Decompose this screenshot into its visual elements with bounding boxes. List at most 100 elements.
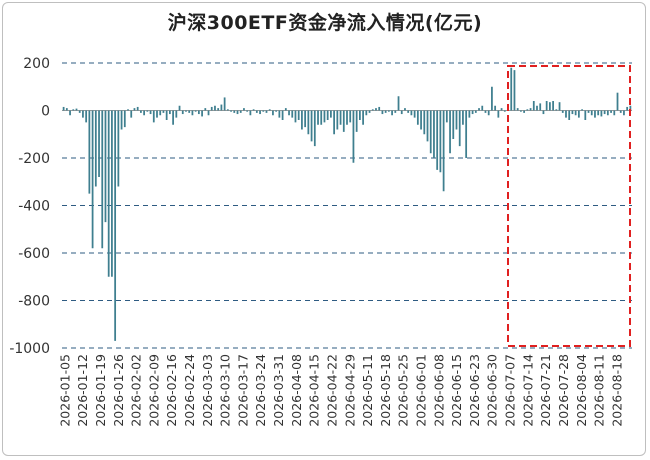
bar	[117, 110, 120, 187]
bar	[243, 108, 245, 111]
bar	[262, 110, 265, 112]
bar	[284, 108, 287, 111]
bar	[204, 108, 207, 111]
bar	[339, 110, 342, 125]
x-tick-label: 2026-07-28	[556, 354, 571, 427]
bar	[603, 110, 606, 115]
bar	[230, 110, 232, 112]
bar	[362, 110, 364, 125]
bar	[452, 110, 455, 139]
bar	[194, 110, 197, 112]
bar	[349, 110, 352, 123]
bar	[165, 110, 168, 120]
bar	[75, 108, 78, 111]
bar	[371, 109, 374, 111]
bar	[455, 110, 458, 130]
bar	[577, 110, 580, 118]
bar	[510, 67, 513, 111]
bar	[600, 110, 603, 117]
x-tick-label: 2026-03-03	[200, 354, 215, 427]
bar	[326, 110, 329, 120]
bar	[429, 110, 432, 154]
x-tick-label: 2026-05-25	[396, 354, 411, 427]
bar	[233, 110, 236, 113]
bar	[323, 110, 326, 123]
x-tick-label: 2026-01-26	[111, 354, 126, 427]
x-tick-label: 2026-06-15	[449, 354, 464, 427]
bar	[236, 110, 239, 115]
bar	[330, 110, 332, 118]
bar	[474, 110, 477, 113]
bar	[172, 110, 174, 125]
bar	[584, 110, 587, 120]
bar	[143, 110, 146, 116]
bar	[513, 70, 516, 111]
bar	[626, 106, 629, 111]
bar	[423, 110, 426, 135]
bar	[207, 110, 210, 116]
bar	[436, 110, 439, 170]
bar	[249, 110, 252, 116]
bar	[239, 110, 242, 113]
x-tick-label: 2026-07-21	[538, 354, 553, 427]
bar	[355, 110, 358, 132]
x-tick-label: 2026-02-09	[146, 354, 161, 427]
bar	[317, 110, 319, 125]
bar	[168, 110, 171, 115]
bar	[175, 110, 178, 118]
bar	[297, 110, 300, 120]
bar	[387, 110, 390, 112]
bar	[320, 110, 323, 125]
bar	[123, 110, 126, 128]
bar	[539, 103, 542, 111]
bar	[259, 110, 261, 115]
bar	[545, 101, 548, 111]
x-tick-label: 2026-08-04	[574, 354, 589, 427]
bar	[610, 110, 612, 113]
bar	[210, 106, 213, 111]
bar	[281, 110, 284, 120]
x-tick-label: 2026-02-16	[164, 354, 179, 427]
x-tick-label: 2026-04-29	[342, 354, 357, 427]
x-tick-label: 2026-06-08	[431, 354, 446, 427]
x-tick-label: 2026-02-02	[129, 354, 144, 427]
y-axis: 200 0 -200 -400 -600 -800 -1000	[9, 56, 50, 357]
x-tick-label: 2026-07-14	[520, 354, 535, 427]
bar	[571, 110, 574, 115]
chart-title: 沪深300ETF资金净流入情况(亿元)	[167, 12, 483, 34]
x-tick-label: 2026-03-17	[235, 354, 250, 427]
bar	[555, 109, 558, 111]
bar	[394, 110, 397, 113]
y-tick-label: -400	[18, 199, 50, 215]
bar	[471, 110, 474, 115]
bar	[561, 110, 564, 113]
bar	[272, 110, 274, 116]
bar	[375, 108, 377, 111]
bar	[616, 92, 619, 111]
bar	[465, 110, 468, 158]
bar	[146, 110, 149, 112]
bar	[255, 110, 258, 113]
bar	[568, 110, 571, 120]
bar	[487, 110, 490, 116]
bar	[407, 110, 410, 113]
bar	[594, 110, 596, 118]
bar	[191, 110, 194, 116]
bar	[214, 105, 216, 111]
bar	[536, 105, 538, 111]
bar	[458, 110, 461, 147]
bar	[381, 110, 384, 115]
bar	[629, 105, 632, 111]
y-tick-label: -200	[18, 151, 50, 167]
bar	[523, 110, 526, 113]
x-tick-label: 2026-04-08	[289, 354, 304, 427]
bar	[114, 110, 117, 341]
bar	[268, 109, 271, 111]
bar	[88, 110, 91, 194]
bar	[613, 110, 616, 116]
bar	[445, 110, 448, 123]
bar	[246, 110, 249, 112]
bar	[346, 110, 348, 125]
x-axis: 2026-01-05 2026-01-12 2026-01-19 2026-01-26…	[57, 354, 624, 427]
bar	[497, 110, 500, 118]
